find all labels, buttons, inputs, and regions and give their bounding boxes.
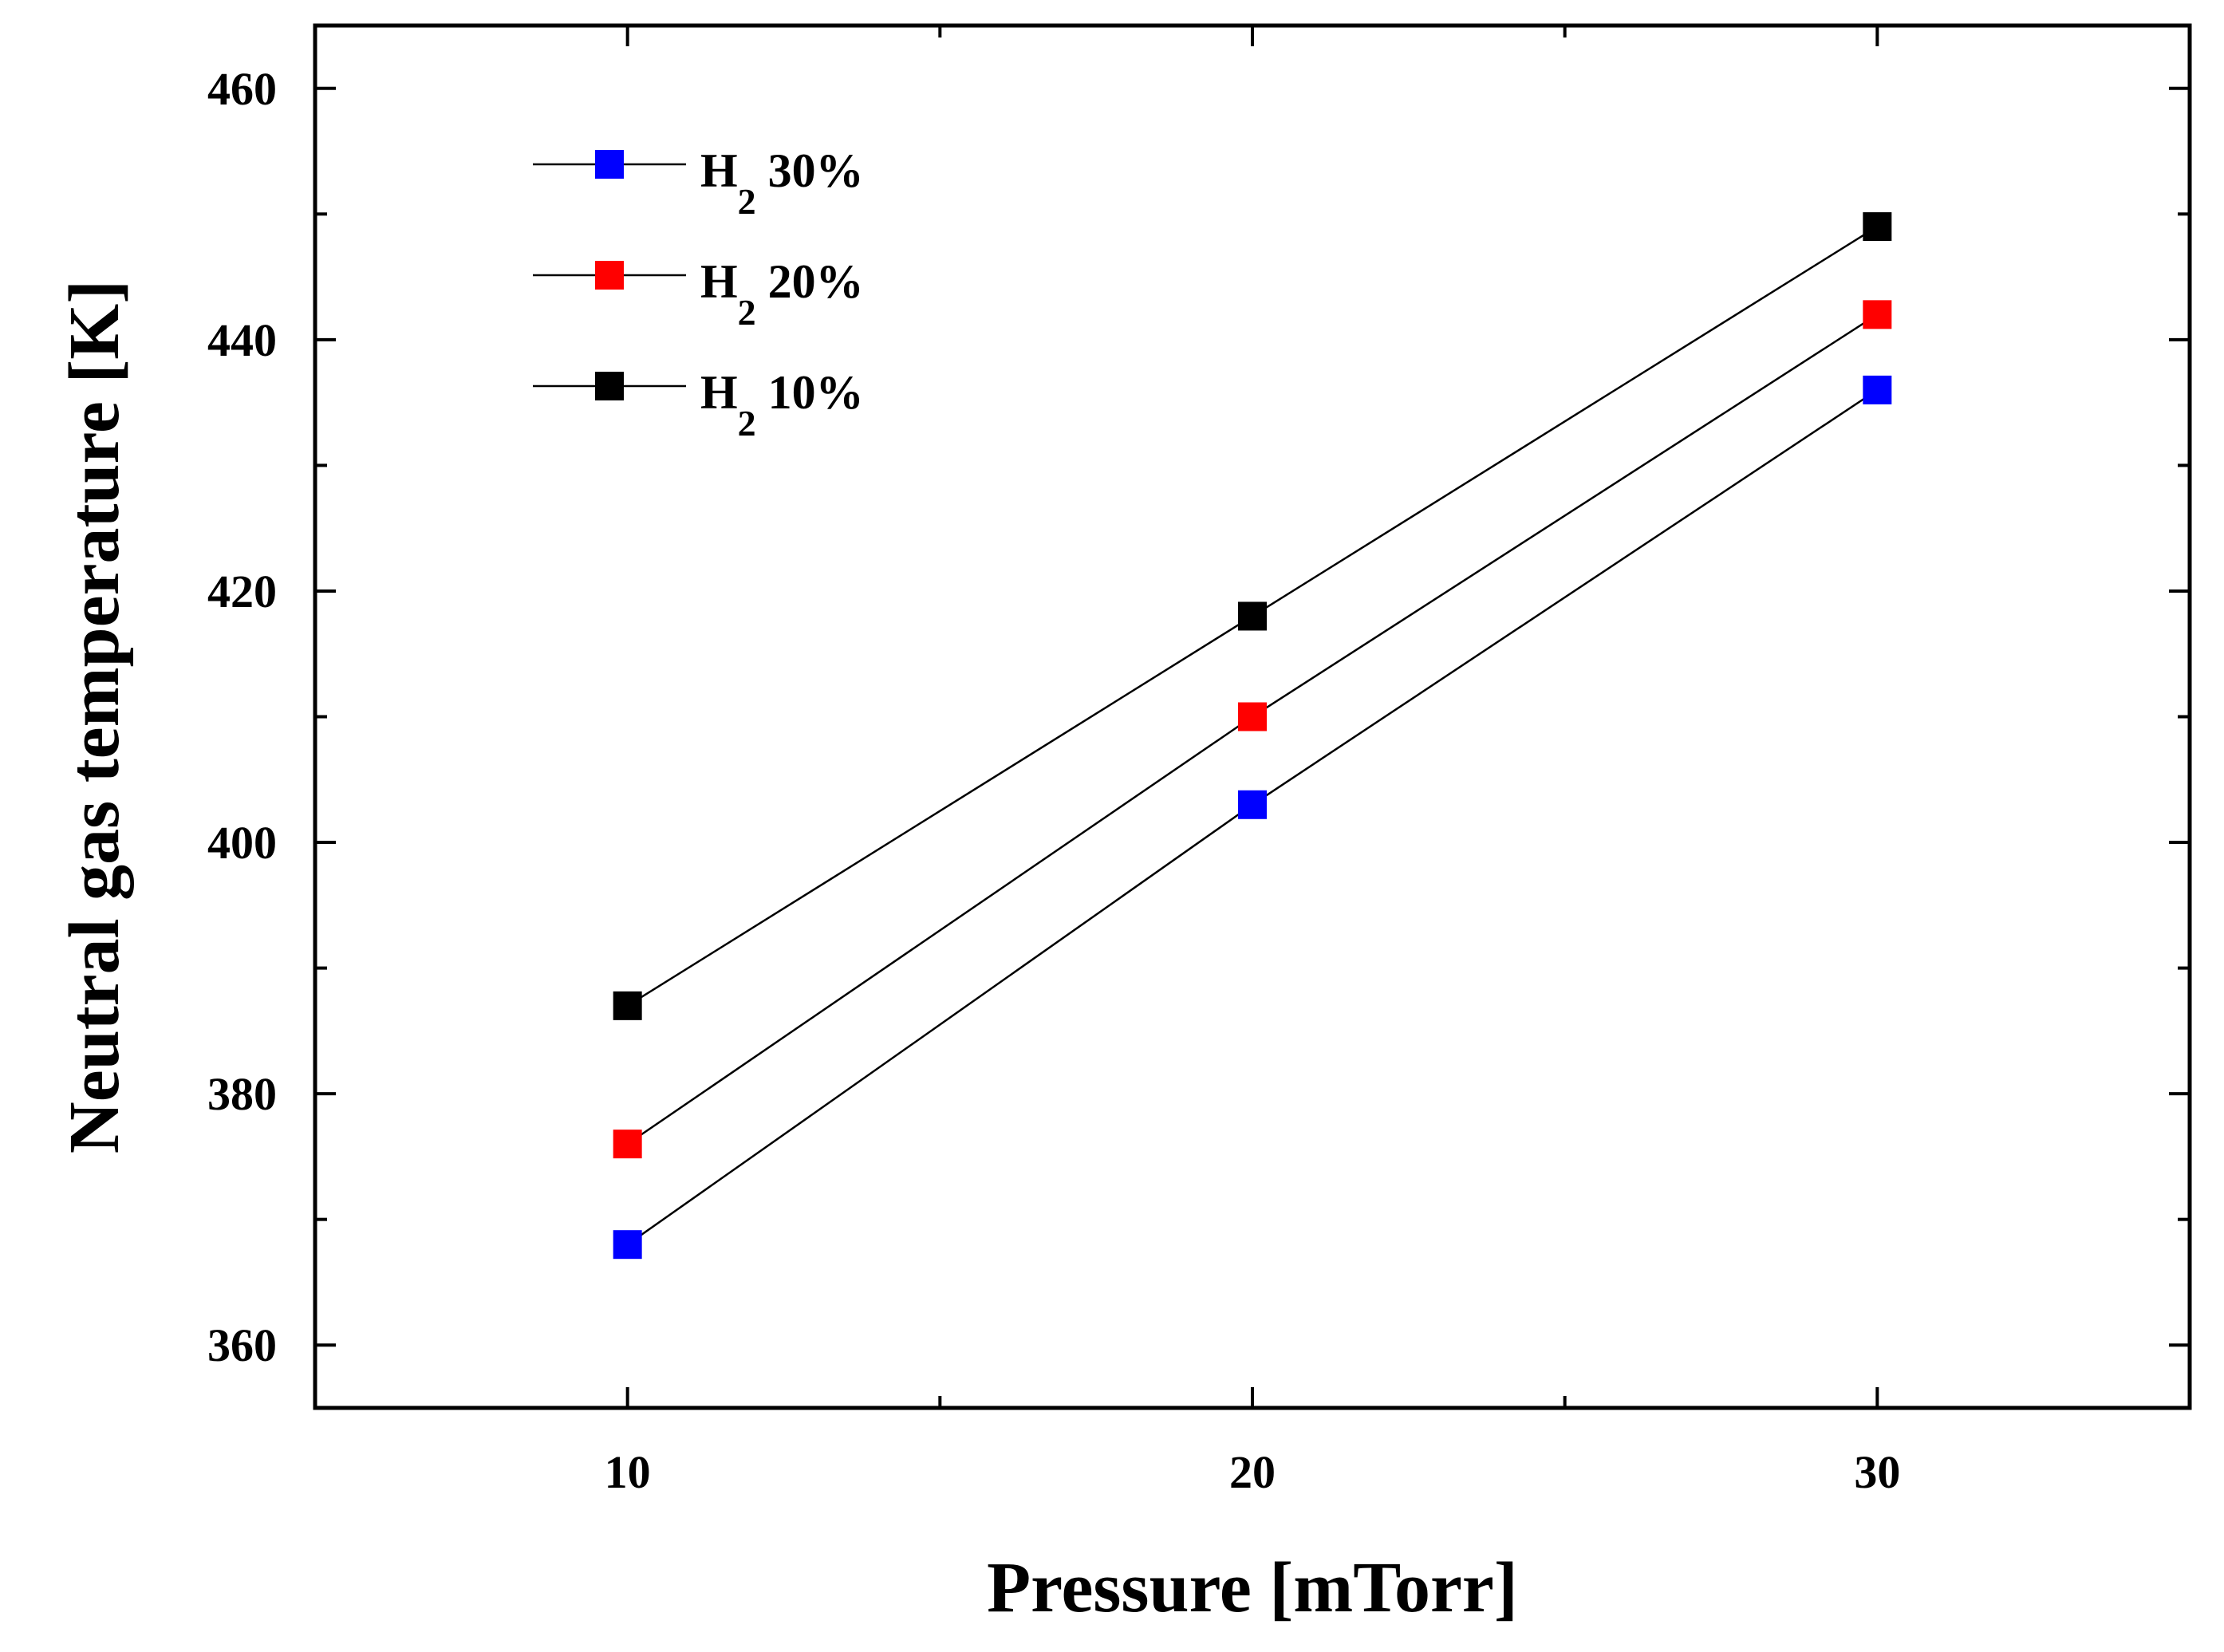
y-tick-label: 420 (207, 566, 277, 617)
x-axis-title: Pressure [mTorr] (987, 1548, 1518, 1627)
x-tick-label: 20 (1229, 1446, 1276, 1498)
legend-label: H2 20% (700, 255, 864, 333)
data-point (1863, 375, 1892, 404)
data-point (613, 991, 642, 1020)
legend-item: H2 30% (533, 144, 864, 222)
legend-label: H2 30% (700, 144, 864, 222)
legend-item: H2 20% (533, 255, 864, 333)
y-tick-label: 360 (207, 1319, 277, 1371)
data-point (613, 1130, 642, 1159)
y-axis-title: Neutral gas temperature [K] (55, 280, 134, 1154)
data-point (1863, 300, 1892, 329)
legend-marker (595, 150, 624, 179)
data-point (1863, 212, 1892, 242)
ticks-layer: 10 20 30 360 380 400 420 440 460 (207, 26, 2191, 1498)
data-point (613, 1230, 642, 1260)
data-point (1238, 702, 1267, 731)
legend-marker (595, 372, 624, 400)
x-tick-label: 30 (1854, 1446, 1900, 1498)
legend-marker (595, 261, 624, 290)
y-tick-label: 460 (207, 63, 277, 115)
data-point (1238, 601, 1267, 631)
data-point (1238, 790, 1267, 819)
legend-label: H2 10% (700, 366, 864, 444)
x-tick-label: 10 (605, 1446, 651, 1498)
y-tick-label: 380 (207, 1068, 277, 1120)
plot-frame (313, 23, 2192, 1410)
legend: H2 30% H2 20% H2 10% (533, 144, 864, 444)
legend-item: H2 10% (533, 366, 864, 444)
series-layer (613, 212, 1892, 1260)
y-tick-label: 440 (207, 314, 277, 366)
y-tick-label: 400 (207, 817, 277, 869)
